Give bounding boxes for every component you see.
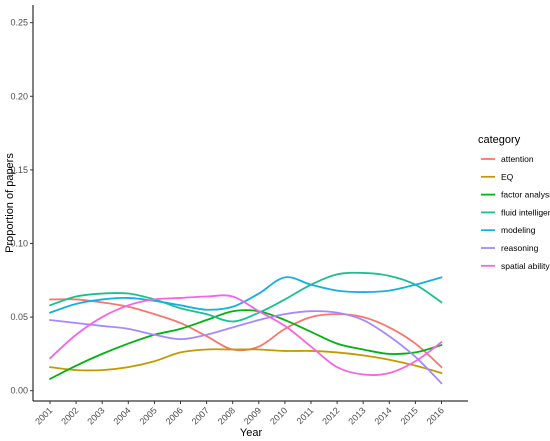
- x-tick-label: 2013: [346, 405, 367, 426]
- legend-label-factor-analysis: factor analysis: [501, 190, 550, 200]
- series-line-spatial-ability: [49, 294, 443, 376]
- legend-label-spatial-ability: spatial ability: [501, 261, 550, 271]
- x-tick-label: 2003: [85, 405, 106, 426]
- x-tick-label: 2011: [295, 405, 316, 426]
- x-tick-label: 2007: [190, 405, 211, 426]
- x-tick-label: 2008: [216, 405, 237, 426]
- x-tick-label: 2012: [320, 405, 341, 426]
- x-axis-title: Year: [240, 427, 263, 439]
- series-line-factor-analysis: [49, 309, 443, 380]
- x-tick-label: 2010: [268, 405, 289, 426]
- y-axis-ticks: 0.00 0.05 0.10 0.15 0.20 0.25: [10, 18, 33, 396]
- x-tick-label: 2016: [425, 405, 446, 426]
- x-tick-label: 2004: [111, 405, 132, 426]
- legend-label-fluid-intelligence: fluid intelligence: [501, 207, 550, 217]
- legend-label-attention: attention: [501, 154, 534, 164]
- y-tick-label: 0.15: [10, 165, 28, 175]
- legend-label-reasoning: reasoning: [501, 243, 539, 253]
- y-tick-label: 0.05: [10, 312, 28, 322]
- x-tick-label: 2014: [372, 405, 393, 426]
- x-tick-label: 2006: [164, 405, 185, 426]
- legend-label-eq: EQ: [501, 172, 514, 182]
- series-line-modeling: [49, 276, 443, 314]
- legend-label-modeling: modeling: [501, 225, 536, 235]
- x-tick-label: 2015: [399, 405, 420, 426]
- series-lines: [49, 271, 443, 385]
- legend: category attention EQ factor analysis fluid…: [478, 134, 550, 271]
- x-tick-label: 2001: [33, 405, 54, 426]
- y-tick-label: 0.10: [10, 238, 28, 248]
- y-axis-title: Proportion of papers: [4, 153, 16, 253]
- series-line-reasoning: [49, 310, 443, 385]
- x-tick-label: 2005: [138, 405, 159, 426]
- y-tick-label: 0.00: [10, 386, 28, 396]
- x-tick-label: 2009: [242, 405, 263, 426]
- x-axis-ticks: 2001 2002 2003 2004 2005 2006 2007 2008 2009 2010…: [33, 401, 446, 427]
- y-tick-label: 0.25: [10, 18, 28, 28]
- y-tick-label: 0.20: [10, 91, 28, 101]
- series-line-eq: [49, 348, 443, 374]
- series-line-fluid-intelligence: [49, 271, 443, 323]
- x-tick-label: 2002: [59, 405, 80, 426]
- legend-title: category: [478, 134, 521, 146]
